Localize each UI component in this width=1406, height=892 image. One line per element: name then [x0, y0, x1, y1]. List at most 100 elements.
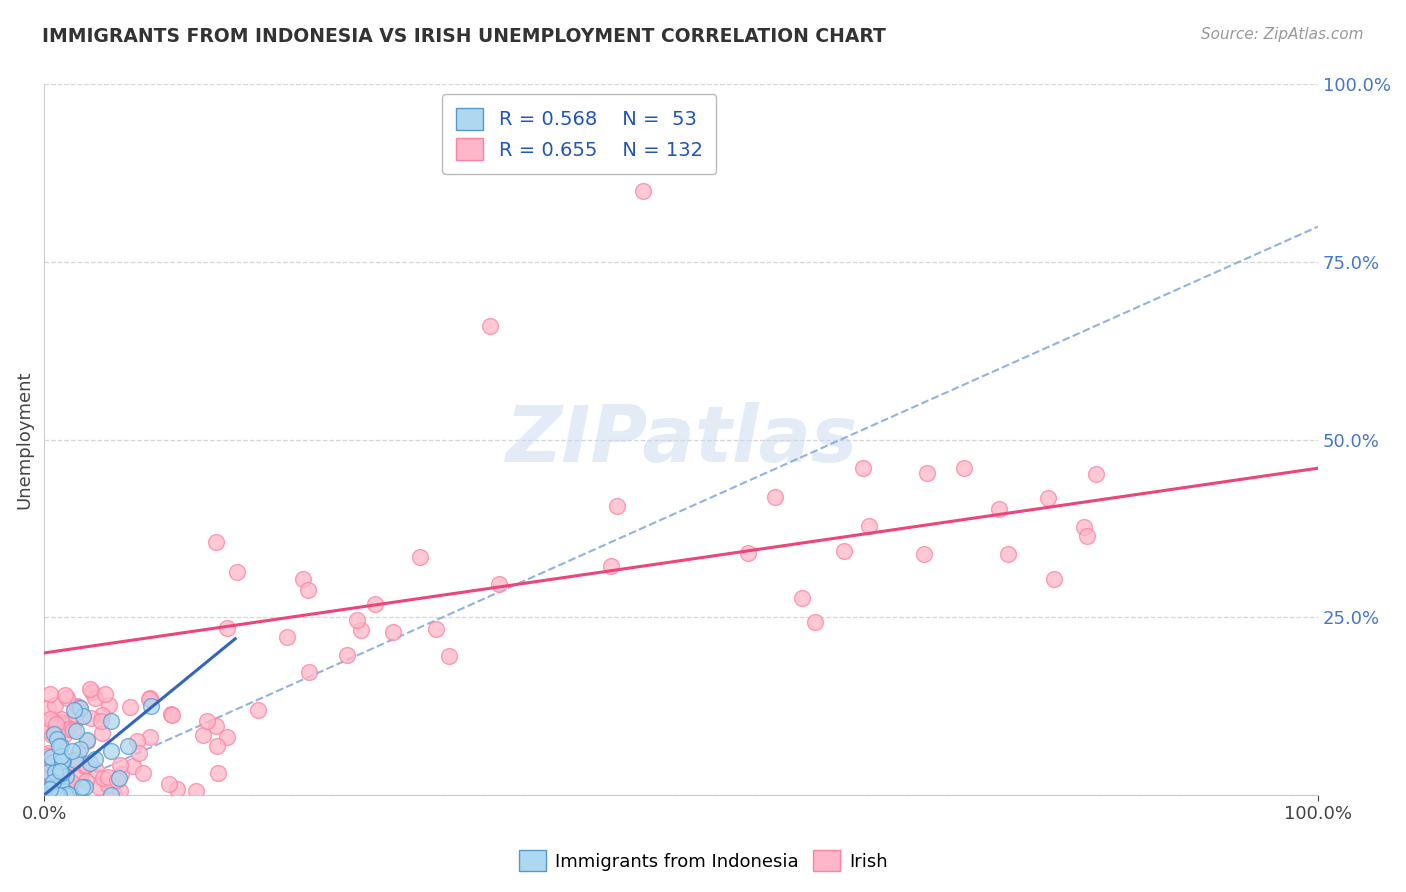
Point	[37, 746, 59, 760]
Point	[737, 546, 759, 560]
Point	[41, 788, 63, 802]
Point	[276, 631, 298, 645]
Point	[63, 714, 86, 728]
Point	[41, 764, 63, 778]
Point	[763, 490, 786, 504]
Point	[48, 788, 70, 802]
Point	[35, 788, 58, 802]
Point	[53, 728, 76, 742]
Point	[35, 788, 58, 802]
Point	[479, 319, 502, 334]
Point	[73, 758, 96, 772]
Point	[66, 698, 89, 713]
Point	[98, 698, 121, 712]
Point	[46, 788, 69, 802]
Point	[79, 682, 101, 697]
Point	[91, 726, 114, 740]
Point	[53, 788, 76, 802]
Point	[59, 775, 82, 789]
Point	[76, 734, 98, 748]
Point	[191, 728, 214, 742]
Point	[39, 687, 62, 701]
Point	[42, 756, 65, 770]
Point	[157, 777, 180, 791]
Point	[67, 746, 90, 760]
Point	[93, 687, 115, 701]
Point	[38, 781, 60, 796]
Point	[49, 776, 72, 790]
Point	[291, 572, 314, 586]
Point	[35, 764, 58, 778]
Point	[56, 780, 79, 795]
Point	[55, 774, 77, 789]
Point	[42, 727, 65, 741]
Legend: R = 0.568    N =  53, R = 0.655    N = 132: R = 0.568 N = 53, R = 0.655 N = 132	[443, 95, 717, 174]
Point	[35, 781, 58, 796]
Point	[38, 771, 60, 785]
Point	[127, 734, 149, 748]
Point	[246, 703, 269, 717]
Point	[997, 547, 1019, 561]
Point	[915, 467, 938, 481]
Point	[32, 751, 55, 765]
Point	[44, 698, 66, 712]
Point	[1036, 491, 1059, 506]
Point	[51, 749, 73, 764]
Point	[226, 565, 249, 579]
Point	[437, 648, 460, 663]
Point	[65, 723, 87, 738]
Point	[488, 576, 510, 591]
Point	[139, 691, 162, 706]
Point	[42, 756, 65, 770]
Text: Source: ZipAtlas.com: Source: ZipAtlas.com	[1201, 27, 1364, 42]
Point	[132, 766, 155, 780]
Point	[160, 707, 183, 722]
Point	[217, 730, 239, 744]
Point	[600, 558, 623, 573]
Point	[52, 754, 75, 768]
Point	[953, 461, 976, 475]
Point	[46, 788, 69, 802]
Point	[49, 768, 72, 782]
Point	[96, 770, 118, 784]
Point	[205, 739, 228, 754]
Point	[51, 754, 73, 768]
Point	[1084, 467, 1107, 481]
Point	[298, 665, 321, 679]
Point	[217, 622, 239, 636]
Text: ZIPatlas: ZIPatlas	[505, 401, 858, 478]
Point	[205, 535, 228, 549]
Point	[166, 782, 188, 797]
Point	[75, 758, 97, 772]
Point	[86, 763, 108, 777]
Point	[37, 764, 59, 779]
Legend: Immigrants from Indonesia, Irish: Immigrants from Indonesia, Irish	[512, 843, 894, 879]
Point	[1073, 520, 1095, 534]
Point	[37, 701, 59, 715]
Point	[67, 699, 90, 714]
Point	[44, 765, 66, 780]
Point	[53, 689, 76, 703]
Point	[80, 685, 103, 699]
Point	[832, 544, 855, 558]
Point	[184, 784, 207, 798]
Point	[76, 733, 98, 747]
Point	[38, 712, 60, 726]
Point	[408, 550, 430, 565]
Point	[49, 712, 72, 726]
Point	[48, 739, 70, 753]
Point	[37, 748, 59, 763]
Point	[39, 788, 62, 802]
Point	[45, 761, 67, 775]
Point	[34, 764, 56, 778]
Point	[39, 769, 62, 783]
Point	[110, 767, 132, 781]
Point	[46, 788, 69, 802]
Point	[207, 766, 229, 780]
Point	[160, 708, 183, 723]
Point	[52, 716, 75, 731]
Point	[1043, 572, 1066, 586]
Point	[100, 714, 122, 728]
Point	[1076, 529, 1098, 543]
Point	[108, 771, 131, 785]
